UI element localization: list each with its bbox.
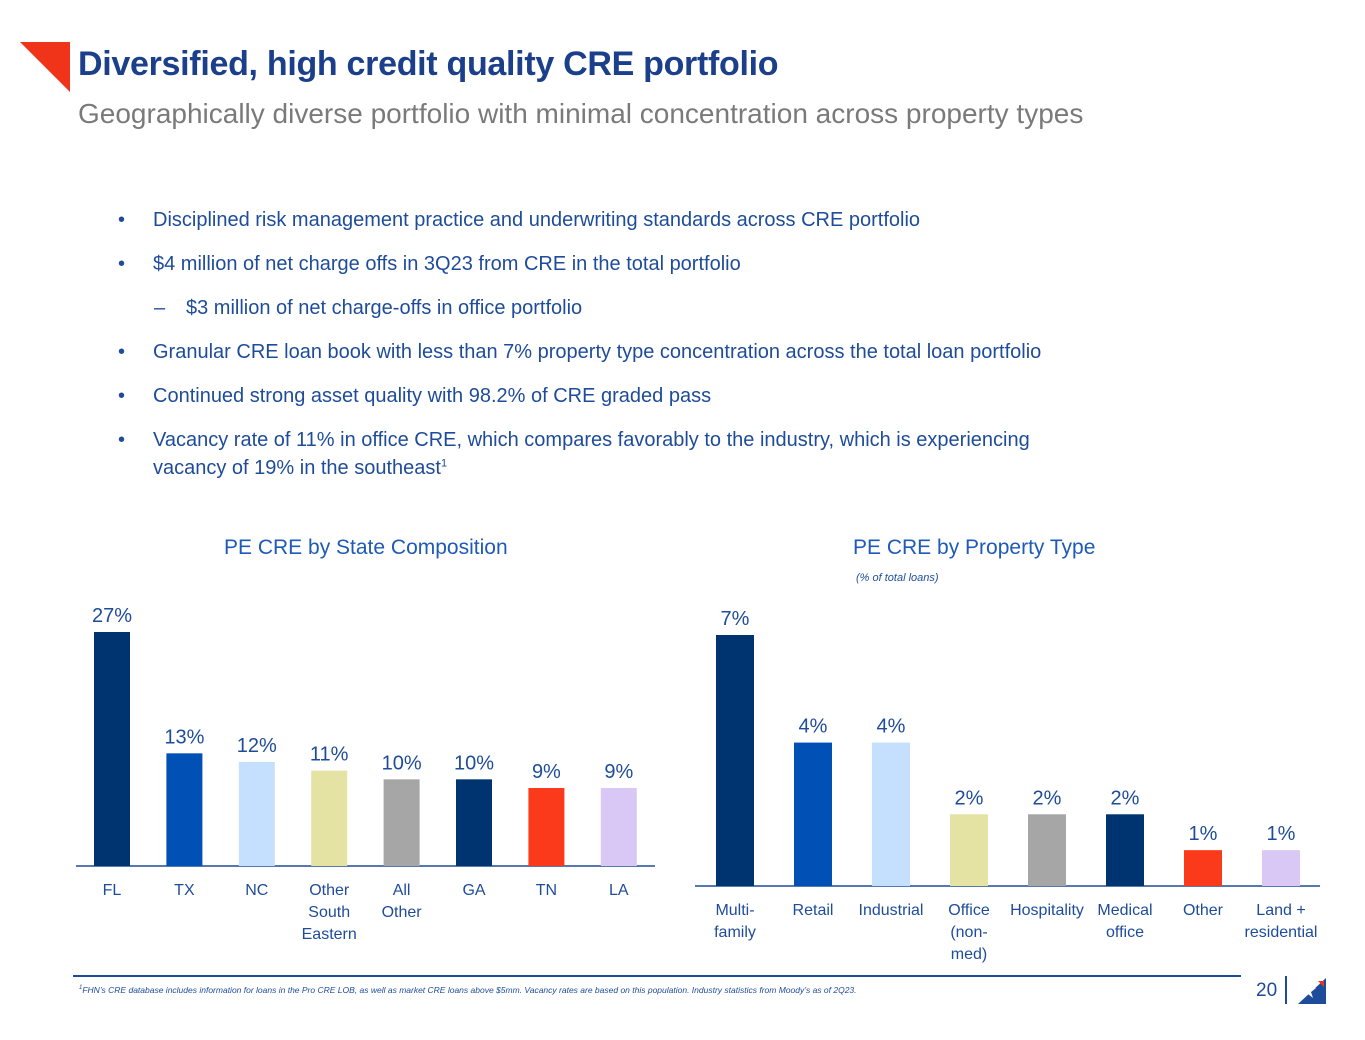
data-label: 2% (1033, 787, 1062, 809)
footnote-text: FHN’s CRE database includes information … (82, 985, 857, 995)
category-label: NC (245, 882, 268, 899)
data-label: 9% (532, 761, 561, 783)
data-label: 12% (237, 735, 277, 757)
category-label: Multi-family (714, 902, 756, 941)
bar (94, 632, 130, 866)
category-label: Hospitality (1010, 902, 1084, 919)
data-label: 4% (877, 716, 906, 738)
bullet-text: $3 million of net charge-offs in office … (186, 297, 583, 319)
bullet-marker: • (118, 209, 126, 231)
footnote-mark: 1 (79, 985, 83, 992)
bar (1106, 814, 1144, 886)
page-number-divider (1285, 976, 1287, 1004)
category-label: All Other (382, 882, 423, 921)
bullet-text: Granular CRE loan book with less than 7%… (153, 341, 1042, 363)
category-label: FL (103, 882, 122, 899)
category-label: Retail (793, 902, 834, 919)
property-chart-title: PE CRE by Property Type (853, 536, 1096, 559)
category-label: Other South Eastern (302, 882, 357, 943)
bar (716, 635, 754, 886)
company-logo-icon (1298, 978, 1326, 1004)
bar (311, 770, 348, 866)
data-label: 13% (164, 726, 204, 748)
footnote-ref: 1 (440, 457, 448, 470)
bullet-text: Vacancy rate of 11% in office CRE, which… (153, 429, 1030, 479)
bullet-text: $4 million of net charge offs in 3Q23 fr… (153, 253, 741, 275)
data-label: 2% (1111, 787, 1140, 809)
sub-bullet-item: – $3 million of net charge-offs in offic… (118, 294, 1158, 322)
category-label: Industrial (859, 902, 924, 919)
bar (1184, 850, 1222, 886)
bar (794, 742, 832, 886)
bar (383, 779, 420, 866)
brand-corner-icon (20, 42, 70, 92)
data-label: 10% (454, 752, 494, 774)
property-type-chart: 7% Multi-family 4% Retail 4% Industrial 2% Offi… (695, 608, 1320, 963)
data-label: 7% (721, 608, 750, 630)
page-title: Diversified, high credit quality CRE por… (78, 45, 779, 83)
data-label: 1% (1267, 823, 1296, 845)
data-label: 10% (382, 752, 422, 774)
footnote: 1FHN’s CRE database includes information… (79, 985, 857, 995)
bullet-marker: – (154, 297, 166, 319)
data-label: 4% (799, 716, 828, 738)
bullet-text: Disciplined risk management practice and… (153, 209, 921, 231)
category-label: Office (non-med) (948, 902, 990, 963)
bar (456, 779, 492, 866)
bullet-marker: • (118, 385, 126, 407)
state-chart-title: PE CRE by State Composition (224, 536, 508, 559)
state-composition-chart: 27% FL 13% TX 12% NC 11% Other South Eastern 10% Al… (76, 605, 655, 943)
bullet-item: • Continued strong asset quality with 98… (118, 382, 1158, 410)
bullet-list: • Disciplined risk management practice a… (118, 206, 1158, 498)
bar (600, 788, 637, 866)
category-label: GA (462, 882, 485, 899)
bar (238, 762, 275, 866)
bullet-marker: • (118, 429, 126, 451)
data-label: 11% (310, 744, 349, 766)
data-label: 2% (955, 787, 984, 809)
data-label: 1% (1189, 823, 1218, 845)
page-number: 20 (1256, 980, 1278, 1001)
bullet-item: • Disciplined risk management practice a… (118, 206, 1158, 234)
category-label: Land + residential (1245, 902, 1318, 941)
category-label: Other (1183, 902, 1224, 919)
bullet-marker: • (118, 341, 126, 363)
bullet-item: • $4 million of net charge offs in 3Q23 … (118, 250, 1158, 278)
bar (166, 753, 203, 866)
page-subtitle: Geographically diverse portfolio with mi… (78, 98, 1084, 129)
bullet-text: Continued strong asset quality with 98.2… (153, 385, 712, 407)
category-label: Medical office (1097, 902, 1152, 941)
data-label: 27% (92, 605, 132, 627)
bar (1262, 850, 1300, 886)
bar (528, 788, 565, 866)
property-chart-subtitle: (% of total loans) (856, 572, 939, 584)
bullet-item: • Granular CRE loan book with less than … (118, 338, 1158, 366)
bar (872, 742, 910, 886)
category-label: TN (536, 882, 557, 899)
footer-divider (73, 975, 1241, 977)
data-label: 9% (604, 761, 633, 783)
bar (1028, 814, 1066, 886)
bar (950, 814, 988, 886)
category-label: TX (174, 882, 195, 899)
bullet-item: • Vacancy rate of 11% in office CRE, whi… (118, 426, 1103, 482)
bullet-marker: • (118, 253, 126, 275)
category-label: LA (609, 882, 629, 899)
